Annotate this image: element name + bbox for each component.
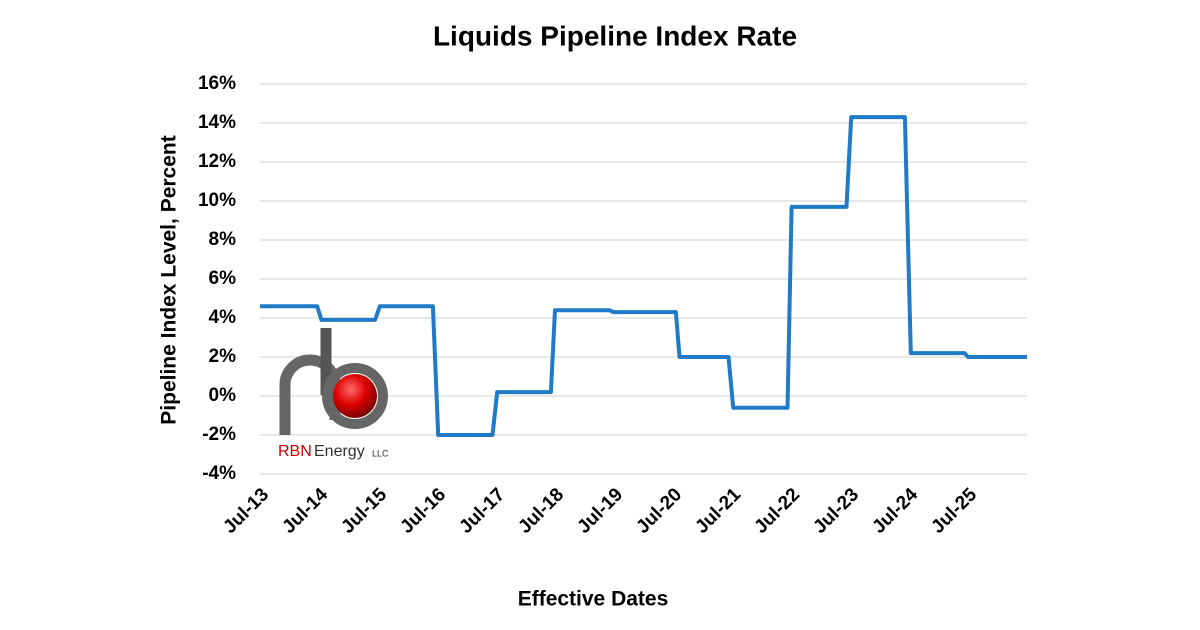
x-tick-label: Jul-19 [573, 484, 627, 538]
y-tick-label: 10% [198, 190, 236, 211]
x-tick-label: Jul-20 [632, 484, 686, 538]
y-tick-label: -4% [202, 463, 236, 484]
y-tick-label: 2% [209, 346, 237, 367]
x-tick-label: Jul-21 [691, 484, 745, 538]
chart-title: Liquids Pipeline Index Rate [433, 20, 797, 51]
plot-area: -4% -2% 0% 2% 4% 6% 8% 10% 12% 14% 16% Jul-13 Jul-14… [198, 73, 1027, 538]
y-tick-label: 0% [209, 385, 237, 406]
x-tick-label: Jul-13 [219, 484, 273, 538]
y-tick-label: 14% [198, 112, 236, 133]
y-tick-label: 16% [198, 73, 236, 94]
y-tick-label: 12% [198, 151, 236, 172]
x-tick-label: Jul-14 [278, 484, 332, 538]
y-tick-label: 8% [209, 229, 237, 250]
x-tick-label: Jul-22 [750, 484, 804, 538]
logo-brand: RBN [278, 443, 312, 460]
x-axis-label: Effective Dates [518, 588, 669, 611]
x-tick-label: Jul-18 [514, 484, 568, 538]
y-axis-label: Pipeline Index Level, Percent [158, 135, 181, 424]
data-line [260, 115, 1027, 437]
logo-suffix: LLC [372, 448, 389, 458]
logo: RBN Energy LLC [278, 328, 389, 460]
x-tick-label: Jul-17 [455, 484, 509, 538]
x-tick-label: Jul-24 [868, 484, 922, 538]
logo-name: Energy [314, 443, 365, 460]
y-tick-label: -2% [202, 424, 236, 445]
x-tick-label: Jul-25 [927, 484, 981, 538]
y-tick-label: 6% [209, 268, 237, 289]
y-tick-label: 4% [209, 307, 237, 328]
x-tick-label: Jul-15 [337, 484, 391, 538]
x-tick-label: Jul-23 [809, 484, 863, 538]
x-tick-label: Jul-16 [396, 484, 450, 538]
